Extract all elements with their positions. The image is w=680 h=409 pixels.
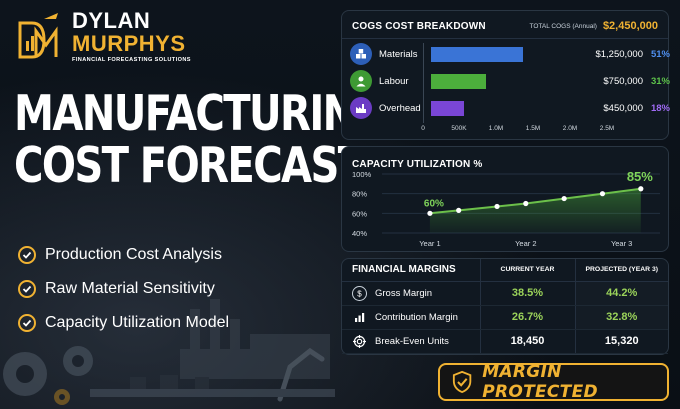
headline-line-1: MANUFACTURING xyxy=(14,85,388,142)
cost-value: $450,000 xyxy=(603,102,643,114)
x-tick-label: Year 3 xyxy=(611,239,632,248)
x-tick-label: 2.0M xyxy=(562,125,578,132)
capacity-line-chart: 100% 80% 60% 40% Year 1 Year 2 Year 3 60% 85% xyxy=(352,169,660,248)
current-value: 18,450 xyxy=(479,329,575,354)
cost-percent: 18% xyxy=(650,102,670,114)
cost-label: Labour xyxy=(379,75,409,87)
brand-tagline: FINANCIAL FORECASTING SOLUTIONS xyxy=(72,57,191,63)
x-tick-label: Year 1 xyxy=(419,239,440,248)
start-value-label: 60% xyxy=(424,198,444,209)
cost-row-labour: Labour $750,000 31% xyxy=(350,68,670,94)
cogs-total-label: TOTAL COGS (Annual) xyxy=(529,22,597,30)
headline: MANUFACTURING COST FORECAST xyxy=(14,85,388,194)
brand-block: DYLAN MURPHYS FINANCIAL FORECASTING SOLU… xyxy=(14,10,191,64)
x-tick-label: 500K xyxy=(451,125,467,132)
feature-label: Capacity Utilization Model xyxy=(45,314,230,331)
table-row: Contribution Margin 26.7% 32.8% xyxy=(342,305,668,330)
panel-divider xyxy=(342,38,668,39)
current-value: 26.7% xyxy=(479,305,575,330)
current-value: 38.5% xyxy=(479,281,575,306)
data-point xyxy=(599,191,606,197)
bar-chart-icon xyxy=(352,310,367,325)
feature-item: Raw Material Sensitivity xyxy=(18,272,229,306)
x-tick-label: 0 xyxy=(421,125,425,132)
check-circle-icon xyxy=(18,246,36,264)
data-point xyxy=(427,210,433,216)
projected-value: 32.8% xyxy=(574,305,668,330)
y-tick-label: 80% xyxy=(352,190,367,199)
feature-item: Capacity Utilization Model xyxy=(18,306,229,340)
row-label: Contribution Margin xyxy=(375,311,458,323)
target-icon xyxy=(352,334,367,349)
worker-icon xyxy=(350,70,372,92)
cost-label: Overhead xyxy=(379,102,421,114)
feature-item: Production Cost Analysis xyxy=(18,238,229,272)
col-current-header: CURRENT YEAR xyxy=(479,259,575,282)
cubes-icon xyxy=(350,43,372,65)
headline-line-2: COST FORECAST xyxy=(14,137,365,194)
cost-bar xyxy=(431,73,487,89)
cogs-breakdown-panel: COGS COST BREAKDOWN TOTAL COGS (Annual) … xyxy=(341,10,670,140)
shield-check-icon xyxy=(452,370,472,394)
feature-label: Raw Material Sensitivity xyxy=(45,280,215,297)
capacity-utilization-panel: CAPACITY UTILIZATION % 100% 80% 60% 40% Yea… xyxy=(341,146,669,252)
table-row: Break-Even Units 18,450 15,320 xyxy=(342,329,668,354)
y-tick-label: 40% xyxy=(352,229,367,238)
margins-table: FINANCIAL MARGINS CURRENT YEAR PROJECTED… xyxy=(342,259,668,354)
cogs-x-axis: 0 500K 1.0M 1.5M 2.0M 2.5M xyxy=(421,125,643,135)
x-tick-label: Year 2 xyxy=(515,239,536,248)
margins-title: FINANCIAL MARGINS xyxy=(342,259,480,282)
cost-bar xyxy=(431,46,523,62)
cost-percent: 51% xyxy=(650,48,670,60)
data-point xyxy=(494,203,500,210)
cost-row-materials: Materials $1,250,000 51% xyxy=(350,41,670,67)
brand-name-first: DYLAN xyxy=(72,8,151,33)
dollar-icon: $ xyxy=(352,285,367,301)
data-point xyxy=(561,195,567,202)
bar-axis-line xyxy=(423,43,424,123)
y-tick-label: 100% xyxy=(352,170,372,179)
cost-label: Materials xyxy=(379,48,418,60)
check-circle-icon xyxy=(18,280,36,298)
cogs-title: COGS COST BREAKDOWN xyxy=(352,20,486,32)
projected-value: 15,320 xyxy=(574,329,668,354)
y-tick-label: 60% xyxy=(352,209,367,218)
cost-value: $750,000 xyxy=(603,75,643,87)
row-label: Break-Even Units xyxy=(375,335,449,347)
factory-icon xyxy=(350,97,372,119)
feature-label: Production Cost Analysis xyxy=(45,246,222,263)
table-row: $ Gross Margin 38.5% 44.2% xyxy=(342,281,668,306)
dm-monogram-logo xyxy=(18,12,58,59)
data-point xyxy=(638,186,644,192)
data-point xyxy=(456,207,462,213)
capacity-title: CAPACITY UTILIZATION % xyxy=(352,159,483,170)
capacity-area xyxy=(429,188,641,233)
projected-value: 44.2% xyxy=(574,281,668,306)
check-circle-icon xyxy=(18,314,36,332)
badge-label: MARGIN PROTECTED xyxy=(482,362,598,402)
cost-value: $1,250,000 xyxy=(595,48,643,60)
x-tick-label: 1.0M xyxy=(488,125,504,132)
cost-percent: 31% xyxy=(650,75,670,87)
factory-silhouette-illustration xyxy=(3,299,335,405)
row-label: Gross Margin xyxy=(375,287,433,299)
svg-text:$: $ xyxy=(357,289,362,298)
brand-name-last: MURPHYS xyxy=(72,31,186,56)
x-tick-label: 2.5M xyxy=(599,125,615,132)
financial-margins-panel: FINANCIAL MARGINS CURRENT YEAR PROJECTED… xyxy=(341,258,669,355)
col-projected-header: PROJECTED (YEAR 3) xyxy=(574,259,668,282)
margin-protected-badge: MARGIN PROTECTED xyxy=(438,362,669,402)
cost-row-overhead: Overhead $450,000 18% xyxy=(350,95,670,121)
cost-bar xyxy=(431,100,465,116)
data-point xyxy=(523,200,529,207)
cogs-total-value: $2,450,000 xyxy=(602,20,658,32)
x-tick-label: 1.5M xyxy=(525,125,541,132)
feature-list: Production Cost Analysis Raw Material Se… xyxy=(18,238,229,340)
end-value-label: 85% xyxy=(627,169,653,184)
